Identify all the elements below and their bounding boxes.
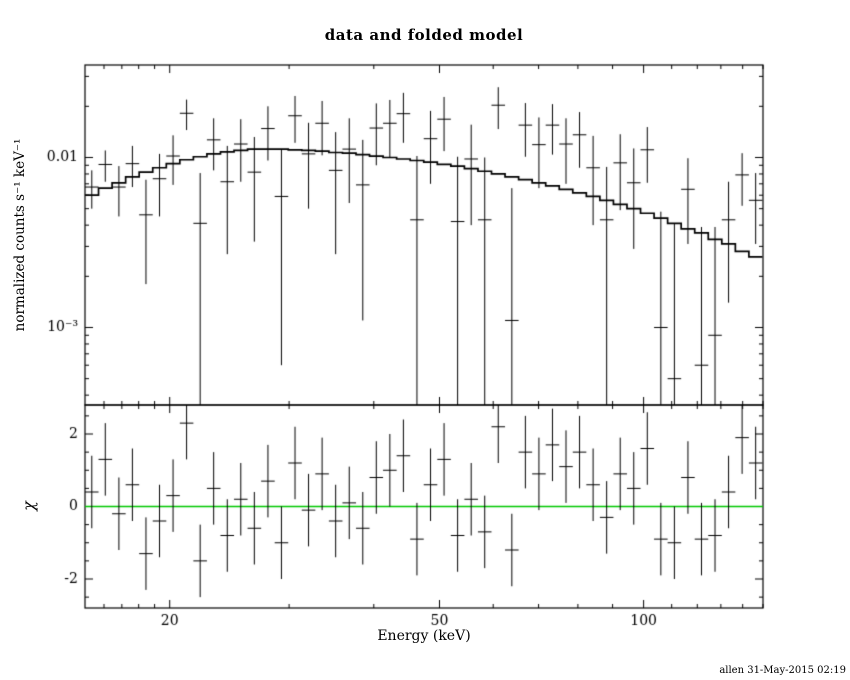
y-axis-label-chi: χ bbox=[19, 501, 38, 511]
x-axis-label: Energy (keV) bbox=[377, 628, 471, 644]
y-axis-label-top: normalized counts s⁻¹ keV⁻¹ bbox=[12, 138, 28, 332]
plot-caption-user-timestamp: allen 31-May-2015 02:19 bbox=[719, 665, 846, 676]
plot-title: data and folded model bbox=[324, 26, 524, 44]
